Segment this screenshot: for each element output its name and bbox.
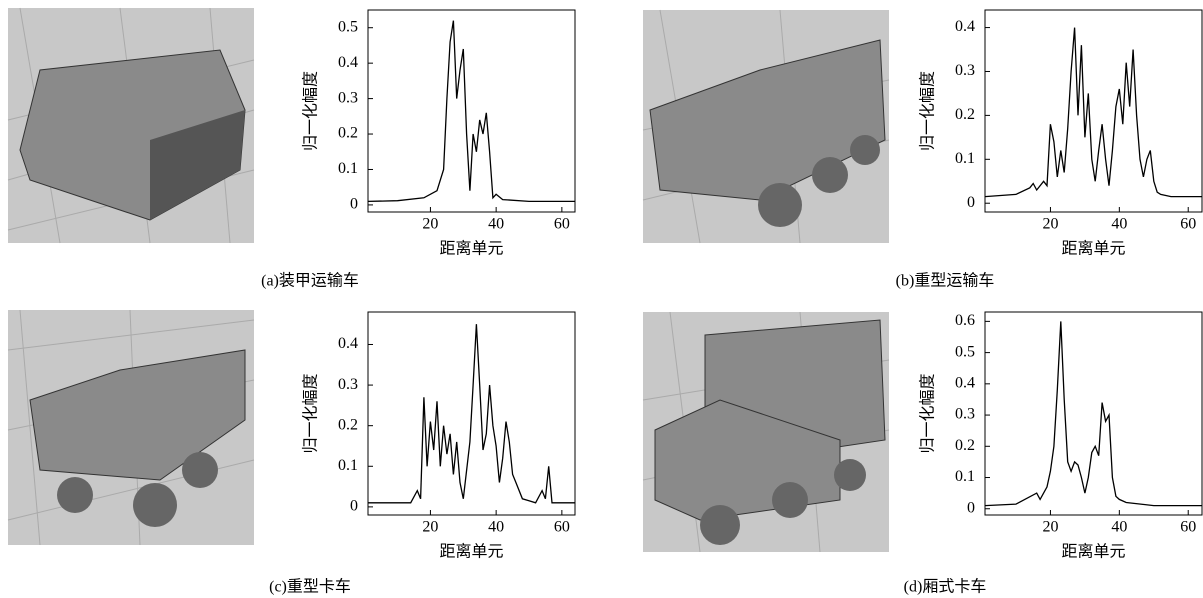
- x-tick-label: 40: [1111, 216, 1127, 233]
- y-tick-label: 0: [967, 499, 975, 516]
- x-tick-label: 60: [554, 216, 570, 233]
- x-tick-label: 20: [1042, 216, 1058, 233]
- figure: 20406000.10.20.30.40.5距离单元归一化幅度(a)装甲运输车2…: [0, 0, 1203, 598]
- render-c: [8, 310, 254, 545]
- y-axis-label: 归一化幅度: [302, 373, 320, 453]
- axes-frame: [985, 10, 1202, 212]
- y-tick-label: 0.1: [955, 150, 975, 167]
- x-axis-label: 距离单元: [1061, 240, 1125, 258]
- axes-frame: [985, 312, 1202, 515]
- y-tick-label: 0.3: [955, 62, 975, 79]
- y-tick-label: 0.4: [955, 18, 975, 35]
- x-axis-label: 距离单元: [439, 543, 503, 561]
- y-tick-label: 0: [350, 498, 358, 515]
- x-tick-label: 20: [422, 216, 438, 233]
- profile-line: [368, 324, 575, 503]
- y-tick-label: 0.5: [338, 18, 358, 35]
- y-tick-label: 0.3: [955, 406, 975, 423]
- axes-frame: [368, 10, 575, 212]
- y-tick-label: 0.3: [338, 376, 358, 393]
- x-tick-label: 20: [422, 519, 438, 536]
- y-tick-label: 0.4: [338, 54, 358, 71]
- y-tick-label: 0.2: [338, 416, 358, 433]
- render-d: [643, 312, 889, 552]
- caption: (a)装甲运输车: [261, 272, 359, 290]
- y-tick-label: 0.1: [338, 457, 358, 474]
- y-tick-label: 0.4: [338, 335, 358, 352]
- x-tick-label: 60: [1180, 216, 1196, 233]
- y-tick-label: 0.6: [955, 312, 975, 329]
- y-axis-label: 归一化幅度: [919, 71, 937, 151]
- y-axis-label: 归一化幅度: [302, 71, 320, 151]
- caption: (d)厢式卡车: [904, 578, 987, 596]
- caption: (c)重型卡车: [269, 578, 351, 596]
- x-axis-label: 距离单元: [439, 240, 503, 258]
- y-tick-label: 0.1: [955, 468, 975, 485]
- y-tick-label: 0.1: [338, 160, 358, 177]
- y-tick-label: 0: [967, 194, 975, 211]
- profile-line: [368, 21, 575, 202]
- y-tick-label: 0.2: [338, 125, 358, 142]
- y-tick-label: 0: [350, 196, 358, 213]
- y-tick-label: 0.2: [955, 106, 975, 123]
- x-tick-label: 40: [488, 519, 504, 536]
- x-axis-label: 距离单元: [1061, 543, 1125, 561]
- y-tick-label: 0.4: [955, 375, 975, 392]
- profile-line: [985, 321, 1202, 505]
- page: 20406000.10.20.30.40.5距离单元归一化幅度(a)装甲运输车2…: [0, 0, 1203, 598]
- render-a: [8, 8, 254, 243]
- y-tick-label: 0.3: [338, 89, 358, 106]
- y-tick-label: 0.2: [955, 437, 975, 454]
- x-tick-label: 60: [1180, 519, 1196, 536]
- x-tick-label: 40: [488, 216, 504, 233]
- x-tick-label: 20: [1042, 519, 1058, 536]
- render-b: [643, 10, 889, 243]
- y-tick-label: 0.5: [955, 343, 975, 360]
- x-tick-label: 40: [1111, 519, 1127, 536]
- y-axis-label: 归一化幅度: [919, 373, 937, 453]
- caption: (b)重型运输车: [896, 272, 995, 290]
- x-tick-label: 60: [554, 519, 570, 536]
- profile-line: [985, 28, 1202, 197]
